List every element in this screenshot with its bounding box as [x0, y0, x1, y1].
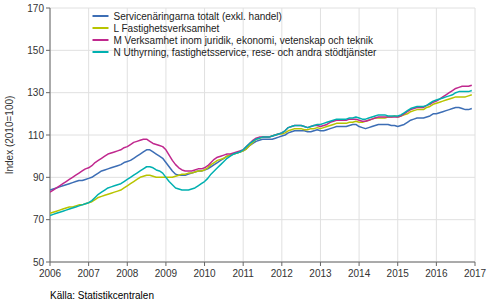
x-tick-label: 2008	[116, 268, 139, 279]
x-grid-line	[397, 8, 398, 262]
legend: Servicenäringarna totalt (exkl. handel)L…	[93, 11, 378, 58]
y-grid-line	[50, 92, 475, 93]
x-tick	[243, 262, 244, 266]
x-tick-label: 2010	[193, 268, 216, 279]
x-tick	[281, 262, 282, 266]
x-tick	[204, 262, 205, 266]
y-tick-label: 130	[27, 87, 44, 98]
legend-label: N Uthyrning, fastighetsservice, rese- oc…	[114, 47, 378, 58]
x-tick	[436, 262, 437, 266]
y-tick	[46, 177, 50, 178]
x-tick	[165, 262, 166, 266]
x-tick-label: 2015	[387, 268, 410, 279]
y-grid-line	[50, 177, 475, 178]
legend-swatch	[93, 15, 109, 17]
y-tick-label: 170	[27, 3, 44, 14]
chart: 50 70 90 110 130 150 170 2006 2007 2008 2009 2010 20…	[0, 0, 493, 304]
x-tick-label: 2011	[232, 268, 254, 279]
grid	[50, 8, 475, 262]
x-tick-label: 2009	[155, 268, 178, 279]
series-line	[50, 91, 472, 216]
y-tick-label: 90	[33, 172, 45, 183]
series-line	[50, 85, 472, 192]
y-axis-line	[50, 8, 51, 262]
y-tick	[46, 8, 50, 9]
y-tick-label: 50	[33, 257, 45, 268]
x-grid-line	[88, 8, 89, 262]
legend-label: Servicenäringarna totalt (exkl. handel)	[114, 11, 282, 22]
y-tick-label: 150	[27, 45, 44, 56]
y-tick	[46, 92, 50, 93]
y-grid-line	[50, 8, 475, 9]
y-tick	[46, 262, 50, 263]
x-tick	[127, 262, 128, 266]
legend-swatch	[93, 39, 109, 41]
x-tick-label: 2017	[464, 268, 487, 279]
x-tick	[475, 262, 476, 266]
y-grid-line	[50, 262, 475, 263]
y-grid-line	[50, 135, 475, 136]
legend-label: M Verksamhet inom juridik, ekonomi, vete…	[114, 35, 375, 46]
x-axis-line	[50, 262, 475, 263]
y-tick	[46, 50, 50, 51]
y-tick	[46, 135, 50, 136]
legend-swatch	[93, 27, 109, 29]
x-tick-label: 2006	[39, 268, 62, 279]
x-tick-label: 2007	[78, 268, 101, 279]
y-grid-line	[50, 219, 475, 220]
x-tick-label: 2014	[348, 268, 371, 279]
x-grid-line	[475, 8, 476, 262]
x-tick	[359, 262, 360, 266]
y-axis-label: Index (2010=100)	[4, 96, 15, 175]
y-tick-label: 110	[28, 130, 44, 141]
legend-swatch	[93, 51, 109, 53]
legend-label: L Fastighetsverksamhet	[114, 23, 220, 34]
series-line	[50, 107, 472, 190]
x-tick-label: 2016	[425, 268, 448, 279]
x-tick	[88, 262, 89, 266]
x-grid-line	[436, 8, 437, 262]
y-tick	[46, 219, 50, 220]
y-tick-label: 70	[33, 214, 45, 225]
x-tick-label: 2012	[271, 268, 294, 279]
x-tick	[50, 262, 51, 266]
source-note: Källa: Statistikcentralen	[50, 290, 154, 301]
x-tick-label: 2013	[309, 268, 332, 279]
x-grid-line	[50, 8, 51, 262]
x-tick	[320, 262, 321, 266]
series-lines	[50, 85, 472, 215]
x-tick	[397, 262, 398, 266]
series-line	[50, 95, 472, 214]
axes: 50 70 90 110 130 150 170 2006 2007 2008 2009 2010 20…	[27, 3, 486, 280]
